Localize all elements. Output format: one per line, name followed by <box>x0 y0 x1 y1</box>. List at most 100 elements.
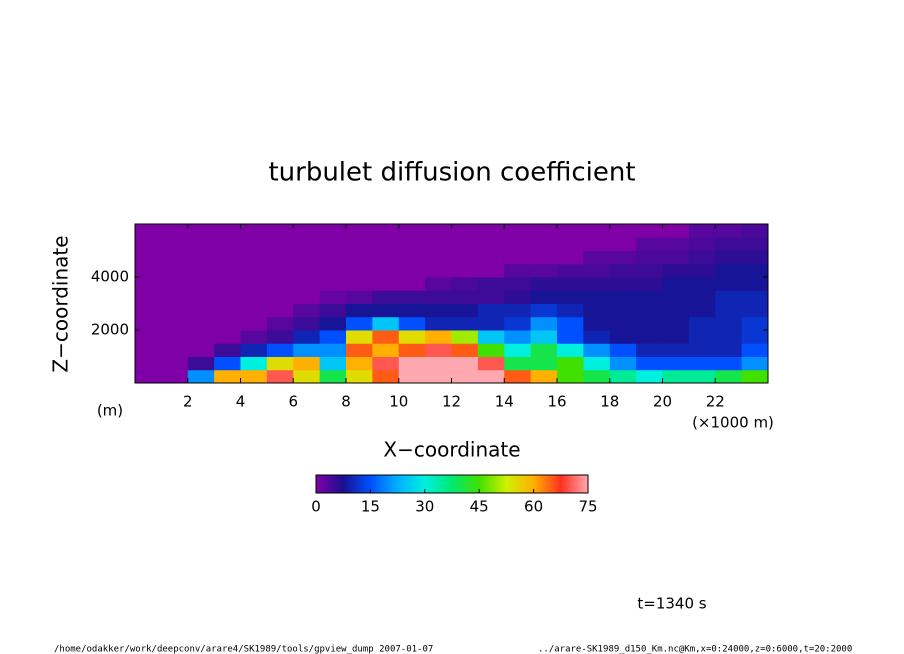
heat-cell <box>688 237 716 251</box>
heat-cell <box>240 224 268 238</box>
x-axis-label: X−coordinate <box>383 438 520 462</box>
x-tick-label: 12 <box>442 393 461 411</box>
heat-cell <box>662 356 690 371</box>
heat-cell <box>187 250 215 265</box>
heat-cell <box>636 316 663 331</box>
heat-cell <box>477 343 505 357</box>
heat-cell <box>346 290 373 304</box>
heat-cell <box>372 290 400 304</box>
heat-cell <box>741 303 769 318</box>
heat-cell <box>161 356 189 371</box>
footer-left: /home/odakker/work/deepconv/arare4/SK198… <box>54 645 433 654</box>
heat-cell <box>425 263 452 278</box>
heat-cell <box>293 290 321 304</box>
heat-cell <box>187 330 215 344</box>
heat-cell <box>609 263 637 278</box>
heat-cell <box>715 224 743 238</box>
heat-cell <box>319 303 347 318</box>
heat-cell <box>187 277 215 291</box>
heat-cell <box>688 343 716 357</box>
heat-cell <box>187 224 215 238</box>
heat-cell <box>636 224 663 238</box>
heat-cell <box>240 277 268 291</box>
heat-cell <box>135 290 162 304</box>
heat-cell <box>425 369 452 384</box>
heat-cell <box>161 237 189 251</box>
heat-cell <box>240 316 268 331</box>
heat-cell <box>477 356 505 371</box>
heat-cell <box>662 263 690 278</box>
heat-cell <box>214 369 241 384</box>
x-tick-label: 2 <box>183 393 193 411</box>
heat-cell <box>214 224 241 238</box>
heat-cell <box>583 224 611 238</box>
footer-right: ../arare-SK1989_d150_Km.nc@Km,x=0:24000,… <box>538 645 852 654</box>
heat-cell <box>636 343 663 357</box>
x-tick-label: 4 <box>236 393 246 411</box>
heat-cell <box>715 263 743 278</box>
heat-cell <box>662 237 690 251</box>
heat-cell <box>319 263 347 278</box>
heat-cell <box>372 250 400 265</box>
heat-cell <box>214 277 241 291</box>
heat-cell <box>161 290 189 304</box>
y-axis-label: Z−coordinate <box>49 235 73 372</box>
heat-cell <box>557 303 584 318</box>
heat-cell <box>557 330 584 344</box>
heat-cell <box>715 250 743 265</box>
x-tick-label: 18 <box>600 393 619 411</box>
heat-cell <box>504 343 532 357</box>
heat-cell <box>425 343 452 357</box>
heat-cell <box>715 237 743 251</box>
colorbar-tick-label: 0 <box>311 498 321 516</box>
heat-cell <box>425 290 452 304</box>
y-tick-label: 2000 <box>91 321 129 339</box>
heat-cell <box>715 303 743 318</box>
heat-cell <box>662 224 690 238</box>
heat-cell <box>451 263 479 278</box>
heat-cell <box>161 303 189 318</box>
heat-cell <box>135 330 162 344</box>
heat-cell <box>266 290 294 304</box>
heat-cell <box>161 277 189 291</box>
heat-cell <box>530 224 558 238</box>
heat-cell <box>557 263 584 278</box>
heat-cell <box>636 290 663 304</box>
heat-cell <box>557 224 584 238</box>
heat-cell <box>530 290 558 304</box>
colorbar-tick-label: 60 <box>524 498 543 516</box>
heat-cell <box>741 343 769 357</box>
heat-cell <box>583 356 611 371</box>
heat-cell <box>662 343 690 357</box>
heat-cell <box>240 303 268 318</box>
heat-cell <box>398 224 426 238</box>
heat-cell <box>609 303 637 318</box>
heat-cell <box>583 369 611 384</box>
heat-cell <box>372 356 400 371</box>
heat-cell <box>530 303 558 318</box>
heat-cell <box>477 369 505 384</box>
heat-cell <box>688 316 716 331</box>
y-tick-label: 4000 <box>91 268 129 286</box>
heat-cell <box>741 356 769 371</box>
heat-cell <box>451 290 479 304</box>
heat-cell <box>266 330 294 344</box>
heat-cell <box>504 277 532 291</box>
heat-cell <box>293 316 321 331</box>
heat-cell <box>398 303 426 318</box>
heat-cell <box>319 290 347 304</box>
x-tick-label: 20 <box>653 393 672 411</box>
x-tick-label: 14 <box>495 393 514 411</box>
heat-cell <box>504 330 532 344</box>
heat-cell <box>504 290 532 304</box>
heat-cell <box>741 330 769 344</box>
heat-cell <box>425 224 452 238</box>
heat-cell <box>662 290 690 304</box>
heat-cell <box>451 250 479 265</box>
heat-cell <box>161 224 189 238</box>
heat-cell <box>609 356 637 371</box>
heat-cell <box>372 224 400 238</box>
heat-cell <box>398 263 426 278</box>
heat-cell <box>266 343 294 357</box>
